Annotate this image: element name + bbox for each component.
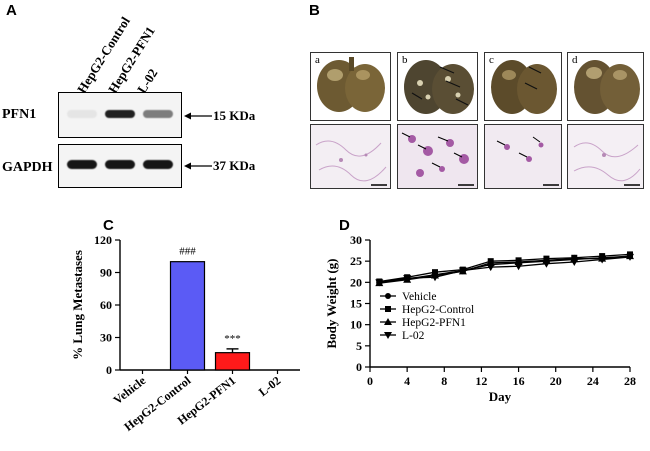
x-tick-label: 16 bbox=[513, 374, 525, 388]
gapdh-blot bbox=[58, 144, 182, 188]
data-point bbox=[403, 275, 412, 283]
data-point bbox=[598, 256, 607, 264]
series-line bbox=[379, 256, 631, 283]
lung-photo-a: a bbox=[310, 52, 391, 121]
photo-tag-d: d bbox=[572, 54, 578, 66]
series-vehicle bbox=[376, 253, 633, 286]
blot-band bbox=[105, 160, 135, 169]
bar bbox=[169, 261, 206, 371]
bar-chart-lung-metastases: 0306090120Vehicle###HepG2-Control***HepG… bbox=[70, 233, 300, 434]
y-tick-label: 120 bbox=[94, 233, 112, 247]
x-tick-label: 4 bbox=[404, 374, 410, 388]
histology-c bbox=[484, 124, 562, 189]
category-label: Vehicle bbox=[111, 373, 149, 407]
series-hepg2-pfn1 bbox=[375, 252, 634, 287]
panel-b-label: B bbox=[309, 2, 320, 19]
data-point bbox=[384, 318, 392, 325]
x-tick-label: 24 bbox=[587, 374, 599, 388]
data-point bbox=[626, 253, 634, 261]
pfn1-marker: 15 KDa bbox=[213, 108, 256, 123]
lung-photo-b: b bbox=[397, 52, 478, 121]
blot-band bbox=[105, 110, 135, 118]
lung-photo-d: d bbox=[567, 52, 644, 121]
legend-item: HepG2-PFN1 bbox=[380, 317, 466, 329]
y-tick-label: 0 bbox=[106, 363, 112, 377]
histology-d bbox=[567, 124, 644, 189]
x-tick-label: 0 bbox=[367, 374, 373, 388]
photo-tag-c: c bbox=[489, 54, 494, 66]
y-tick-label: 30 bbox=[350, 233, 362, 247]
blot-band bbox=[67, 160, 97, 169]
y-tick-label: 25 bbox=[350, 254, 362, 268]
legend-label: Vehicle bbox=[402, 291, 436, 303]
x-tick-label: 28 bbox=[624, 374, 636, 388]
legend-label: L-02 bbox=[402, 330, 425, 342]
data-point bbox=[384, 332, 392, 339]
y-tick-label: 20 bbox=[350, 275, 362, 289]
panel-c-label: C bbox=[103, 217, 114, 234]
y-tick-label: 15 bbox=[350, 297, 362, 311]
category-label: L-02 bbox=[256, 373, 284, 399]
data-point bbox=[514, 263, 523, 271]
legend-label: HepG2-PFN1 bbox=[402, 317, 466, 329]
x-tick-label: 8 bbox=[441, 374, 447, 388]
blot-band bbox=[143, 110, 173, 118]
x-axis-label: Day bbox=[489, 389, 512, 404]
data-point bbox=[570, 259, 579, 267]
legend-item: HepG2-Control bbox=[380, 304, 474, 316]
bar bbox=[214, 352, 251, 371]
y-axis-label: Body Weight (g) bbox=[324, 258, 339, 348]
legend-label: HepG2-Control bbox=[402, 304, 474, 316]
gapdh-marker: 37 KDa bbox=[213, 158, 256, 173]
panel-a-label: A bbox=[6, 2, 17, 19]
significance-label: ### bbox=[179, 246, 196, 258]
pfn1-row-label: PFN1 bbox=[2, 107, 37, 122]
y-tick-label: 90 bbox=[100, 266, 112, 280]
blot-band bbox=[67, 110, 97, 118]
gapdh-row-label: GAPDH bbox=[2, 160, 53, 175]
blot-band bbox=[143, 160, 173, 169]
y-tick-label: 60 bbox=[100, 298, 112, 312]
data-point bbox=[431, 274, 439, 282]
photo-tag-b: b bbox=[402, 54, 408, 66]
histology-a bbox=[310, 124, 391, 189]
data-point bbox=[385, 293, 391, 299]
series-l-02 bbox=[375, 253, 634, 287]
y-tick-label: 0 bbox=[356, 360, 362, 374]
y-tick-label: 30 bbox=[100, 331, 112, 345]
pfn1-blot bbox=[58, 92, 182, 138]
marker-arrows bbox=[184, 112, 212, 170]
legend-item: L-02 bbox=[380, 330, 425, 342]
histology-b bbox=[397, 124, 478, 189]
line-chart-body-weight: 0 5 10 15 20 25 30 0 4 8 12 16 20 24 28 Day Body Weight … bbox=[324, 233, 636, 404]
y-tick-label: 10 bbox=[350, 318, 362, 332]
data-point bbox=[385, 306, 391, 312]
series-line bbox=[379, 253, 631, 283]
significance-label: *** bbox=[224, 333, 241, 345]
y-tick-label: 5 bbox=[356, 339, 362, 353]
x-tick-label: 20 bbox=[550, 374, 562, 388]
photo-tag-a: a bbox=[315, 54, 320, 66]
data-point bbox=[486, 264, 495, 272]
data-point bbox=[458, 267, 467, 275]
legend-item: Vehicle bbox=[380, 291, 436, 303]
x-tick-label: 12 bbox=[475, 374, 487, 388]
series-hepg2-control bbox=[376, 251, 633, 285]
panel-d-label: D bbox=[339, 217, 350, 234]
lung-photo-c: c bbox=[484, 52, 562, 121]
data-point bbox=[542, 260, 551, 268]
y-axis-label: % Lung Metastases bbox=[70, 250, 85, 360]
data-point bbox=[375, 279, 384, 287]
